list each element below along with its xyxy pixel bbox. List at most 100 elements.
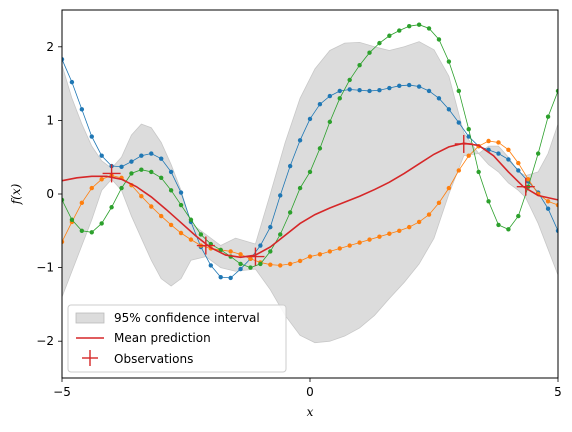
sample-3-point — [297, 185, 303, 191]
sample-1-point — [545, 206, 551, 211]
sample-2-point — [496, 140, 501, 145]
sample-1-point — [446, 107, 452, 112]
sample-1-point — [208, 263, 213, 268]
sample-2-point — [516, 160, 521, 166]
legend: 95% confidence interval Mean prediction … — [67, 304, 287, 373]
y-axis-label: f(x) — [9, 183, 23, 205]
sample-1-point — [357, 88, 362, 93]
sample-1-point — [178, 190, 184, 195]
sample-2-point — [307, 254, 313, 259]
observation-marker — [196, 236, 215, 255]
sample-2-point — [387, 231, 392, 236]
sample-1-point — [218, 274, 223, 280]
sample-2-point — [287, 261, 293, 267]
sample-2-point — [506, 147, 511, 153]
sample-3-point — [347, 77, 352, 83]
sample-3-point — [327, 119, 333, 125]
sample-2-point — [397, 228, 402, 233]
sample-2-point — [62, 239, 65, 245]
y-tick-label: −2 — [36, 334, 54, 348]
sample-3-point — [307, 169, 313, 175]
sample-3-point — [149, 169, 154, 175]
confidence-band-layer — [62, 41, 558, 344]
sample-1-point — [516, 168, 521, 173]
sample-1-point — [506, 157, 511, 162]
observations-layer — [102, 134, 535, 266]
sample-3-point — [476, 169, 481, 175]
sample-2-point — [188, 237, 194, 242]
sample-3-point — [79, 228, 85, 233]
y-tick-label: 2 — [46, 40, 54, 54]
sample-3-point — [99, 221, 104, 226]
sample-3-point — [129, 171, 134, 176]
legend-entry-observations: Observations — [114, 352, 193, 366]
sample-3-point — [258, 261, 263, 267]
sample-3-point — [397, 28, 402, 33]
sample-3-point — [535, 151, 541, 156]
sample-1-point — [62, 57, 65, 62]
sample-1-point — [397, 83, 402, 89]
sample-lines-layer — [62, 22, 558, 281]
sample-1-point — [159, 156, 164, 161]
sample-2-point — [168, 222, 174, 228]
sample-3-point — [387, 33, 392, 38]
sample-2-point — [347, 243, 352, 248]
sample-3-point — [178, 202, 184, 208]
sample-2-point — [466, 153, 471, 158]
sample-3-point — [407, 23, 412, 29]
sample-3-point — [516, 213, 521, 219]
sample-2-point — [297, 258, 303, 264]
sample-1-point — [317, 102, 323, 107]
sample-2-point — [228, 249, 233, 254]
sample-2-point — [149, 204, 154, 209]
sample-1-point — [129, 159, 134, 164]
sample-1-point — [367, 88, 372, 94]
sample-1-point — [496, 151, 501, 156]
sample-2-point — [545, 199, 551, 204]
sample-2-point — [367, 237, 372, 242]
sample-1-point — [149, 151, 154, 156]
legend-swatch-observations — [82, 350, 98, 366]
sample-1-point — [238, 266, 243, 272]
sample-1-point — [387, 85, 392, 91]
legend-entry-confidence: 95% confidence interval — [114, 311, 260, 325]
legend-entry-mean: Mean prediction — [114, 331, 211, 345]
observation-marker — [246, 247, 265, 266]
sample-3-point — [268, 249, 273, 254]
sample-1-point — [307, 116, 313, 122]
sample-2-point — [337, 246, 342, 251]
y-axis-ticks: −2 −1 0 1 2 — [36, 40, 62, 348]
sample-3-point — [238, 261, 243, 267]
sample-3-point — [168, 188, 174, 193]
sample-3-point — [317, 146, 323, 151]
sample-2-point — [416, 219, 422, 225]
sample-2-point — [407, 224, 412, 230]
sample-3-point — [466, 127, 471, 132]
sample-2-point — [139, 194, 144, 199]
sample-3-point — [416, 22, 422, 27]
sample-3-point — [486, 199, 491, 204]
sample-2-point — [89, 185, 94, 191]
sample-3-point — [456, 88, 461, 94]
y-tick-label: 0 — [46, 187, 54, 201]
sample-3-point — [337, 96, 342, 101]
legend-swatch-confidence — [75, 312, 105, 324]
sample-1-point — [287, 163, 293, 169]
sample-3-point — [159, 175, 164, 181]
x-tick-label: 0 — [306, 385, 314, 399]
sample-3-point — [89, 230, 94, 235]
sample-2-point — [486, 138, 491, 144]
sample-3-point — [119, 185, 124, 191]
sample-1-point — [89, 134, 94, 139]
sample-1-point — [337, 88, 342, 94]
sample-2-point — [377, 234, 382, 239]
sample-3-point — [357, 62, 362, 68]
sample-1-point — [139, 153, 144, 158]
sample-3-point — [446, 59, 452, 64]
sample-1-point — [168, 169, 174, 175]
sample-2-point — [238, 252, 243, 257]
sample-2-point — [79, 200, 85, 206]
sample-2-point — [317, 252, 323, 257]
observation-marker — [454, 134, 473, 153]
